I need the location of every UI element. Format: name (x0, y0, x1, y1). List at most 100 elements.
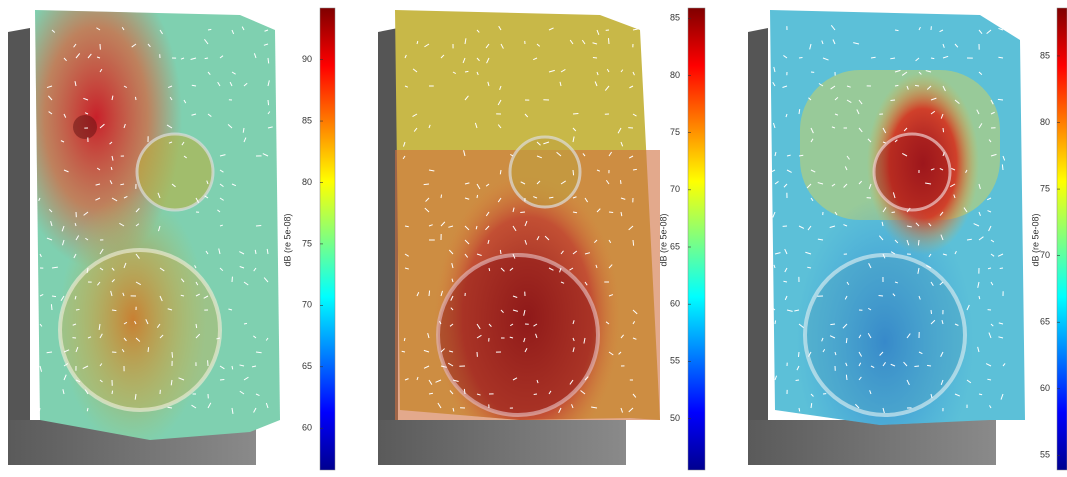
arrow (572, 211, 578, 214)
arrow (123, 337, 127, 342)
arrow (834, 97, 839, 101)
arrow (449, 323, 454, 327)
arrow (987, 210, 992, 213)
arrow (87, 336, 92, 339)
arrow (608, 264, 613, 269)
arrow (881, 221, 884, 227)
arrow (581, 39, 586, 45)
panel (748, 10, 1025, 465)
arrow (520, 181, 526, 185)
arrow (535, 333, 538, 339)
arrow (928, 253, 932, 258)
arrow (73, 253, 77, 259)
arrow (167, 85, 173, 88)
arrow (942, 43, 945, 48)
arrow (772, 81, 776, 87)
arrow (96, 27, 101, 31)
arrow (890, 363, 896, 367)
arrow (606, 68, 610, 73)
arrow (74, 81, 77, 87)
arrow (60, 295, 65, 301)
arrow (251, 365, 257, 368)
arrow (798, 323, 804, 329)
arrow (99, 363, 103, 367)
arrow (978, 211, 981, 217)
arrow (914, 84, 920, 87)
arrow (500, 309, 504, 314)
arrow (966, 379, 972, 384)
arrow (512, 207, 515, 213)
arrow (572, 250, 578, 255)
arrow (882, 141, 887, 144)
arrow (930, 393, 933, 399)
colorbar-tick-label: 70 (1040, 250, 1050, 260)
arrow (464, 182, 470, 185)
arrow (219, 169, 224, 173)
arrow (267, 99, 270, 106)
arrow (882, 207, 887, 213)
arrow (75, 53, 81, 59)
arrow (253, 53, 257, 59)
arrow (620, 334, 625, 339)
arrow (464, 95, 469, 101)
arrow (536, 180, 541, 185)
arrow (51, 295, 57, 298)
arrow (890, 57, 896, 60)
arrow (918, 26, 921, 31)
arrow (75, 346, 79, 353)
arrow (135, 208, 140, 213)
arrow (785, 113, 788, 118)
arrow (846, 99, 852, 103)
arrow (50, 304, 53, 311)
arrow (95, 183, 101, 186)
tweeter (135, 132, 215, 212)
arrow (990, 281, 994, 286)
arrow (894, 239, 899, 244)
arrow (109, 141, 113, 145)
arrow (500, 267, 505, 272)
arrow (998, 56, 1004, 59)
arrow (167, 308, 173, 311)
arrow (170, 379, 173, 386)
arrow (882, 127, 887, 134)
arrow (591, 406, 598, 409)
arrow (63, 169, 69, 173)
arrow (774, 252, 781, 255)
arrow (903, 127, 908, 132)
arrow (219, 55, 224, 59)
arrow (231, 365, 234, 370)
arrow (464, 197, 470, 200)
arrow (942, 152, 945, 157)
arrow (476, 323, 481, 330)
arrow (940, 379, 944, 385)
arrow (440, 221, 446, 227)
arrow (572, 196, 577, 199)
arrow (509, 336, 514, 339)
arrow (111, 390, 114, 395)
arrow (797, 351, 800, 357)
arrow (404, 378, 409, 381)
colorbar-tick-label: 65 (670, 241, 680, 251)
arrow (583, 337, 586, 344)
arrow (452, 379, 459, 383)
arrow (990, 253, 995, 257)
arrow (558, 407, 562, 414)
arrow (986, 29, 992, 35)
arrow (906, 225, 912, 228)
arrow (205, 250, 209, 255)
arrow (817, 182, 824, 185)
arrow (894, 69, 901, 73)
colorbar-tick-label: 60 (1040, 383, 1050, 393)
arrow (510, 323, 514, 327)
arrow (978, 123, 983, 129)
arrow (892, 293, 896, 297)
arrow (135, 281, 141, 286)
arrow (191, 84, 197, 87)
arrow (267, 111, 271, 115)
arrow (61, 225, 65, 232)
arrow (190, 57, 197, 61)
arrow (869, 390, 872, 395)
arrow (976, 109, 980, 115)
arrow (569, 39, 574, 45)
arrow (620, 197, 626, 200)
